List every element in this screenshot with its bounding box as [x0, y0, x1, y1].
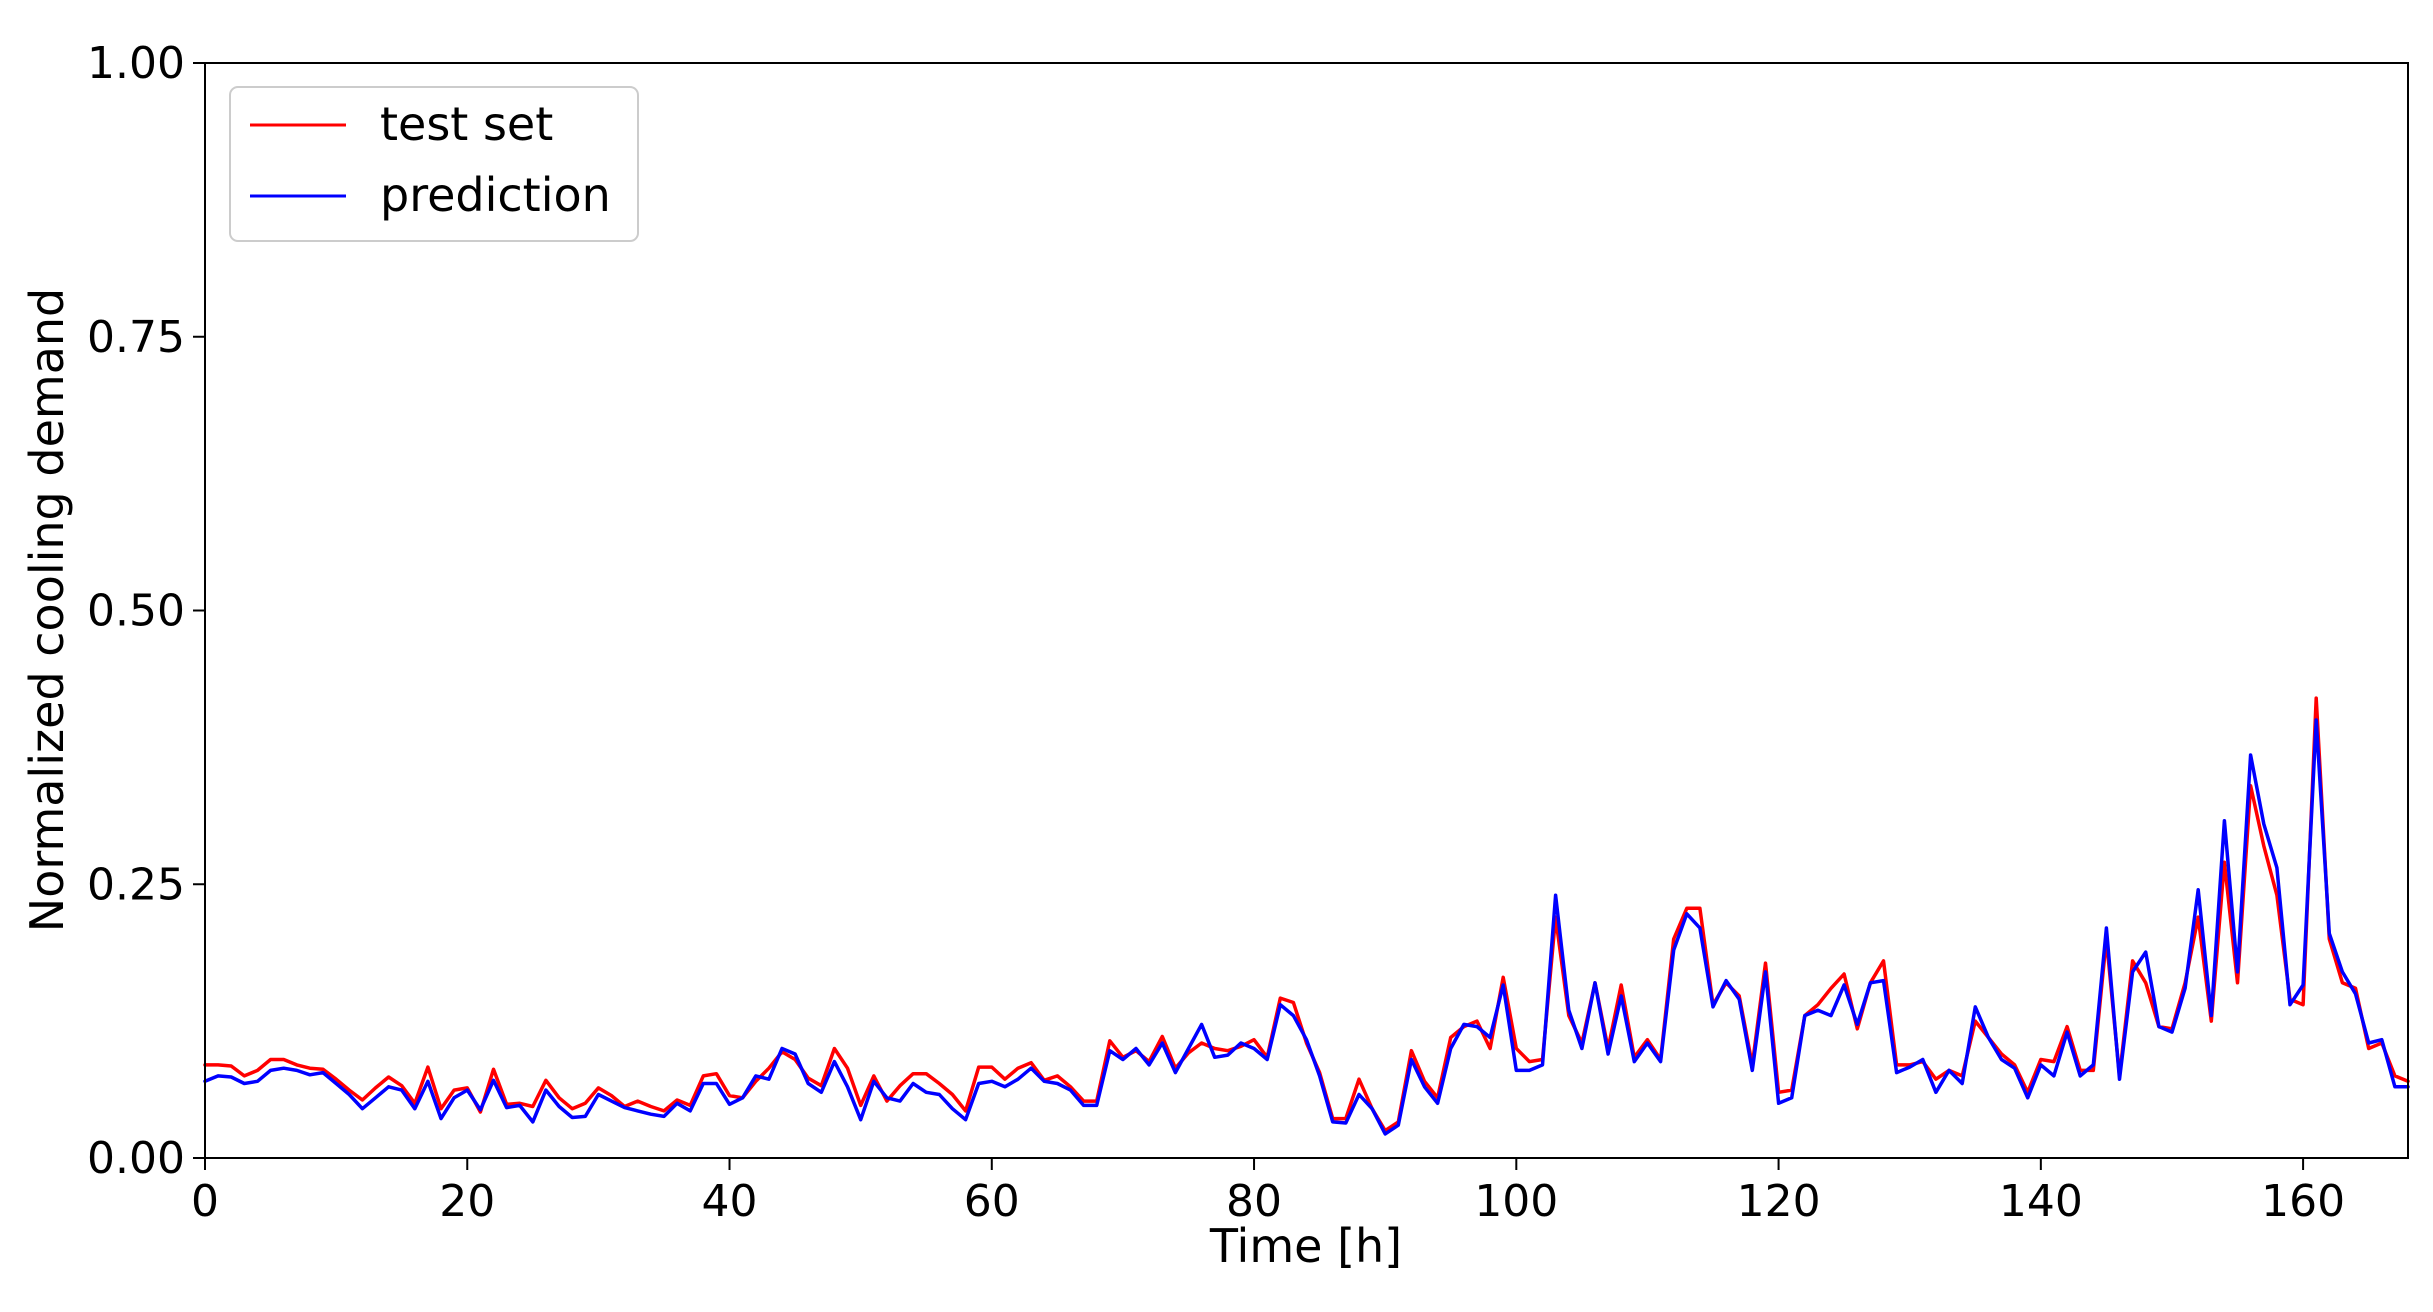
plot-area [203, 696, 2410, 1136]
y-tick-label: 1.00 [87, 38, 185, 89]
x-tick-label: 60 [964, 1176, 1020, 1227]
legend-label-test-set: test set [380, 97, 553, 151]
y-tick-label: 0.25 [87, 859, 185, 910]
legend: test set prediction [229, 86, 639, 242]
y-tick-label: 0.00 [87, 1133, 185, 1184]
x-tick-label: 20 [439, 1176, 495, 1227]
x-tick-label: 120 [1737, 1176, 1821, 1227]
x-tick-label: 40 [702, 1176, 758, 1227]
series-line-prediction [203, 718, 2410, 1136]
x-tick-label: 0 [191, 1176, 219, 1227]
x-tick-label: 140 [1999, 1176, 2083, 1227]
x-axis-label: Time [h] [1209, 1219, 1402, 1273]
x-tick-label: 80 [1226, 1176, 1282, 1227]
y-axis-label: Normalized cooling demand [20, 288, 74, 932]
x-tick-label: 160 [2261, 1176, 2345, 1227]
x-tick-label: 100 [1474, 1176, 1558, 1227]
y-tick-label: 0.50 [87, 586, 185, 637]
legend-label-prediction: prediction [380, 168, 611, 222]
y-tick-label: 0.75 [87, 312, 185, 363]
axes-ticks: 0 20 40 60 80 100 120 140 160 0.00 0.25 0.50 0.75 1.0… [87, 38, 2345, 1227]
